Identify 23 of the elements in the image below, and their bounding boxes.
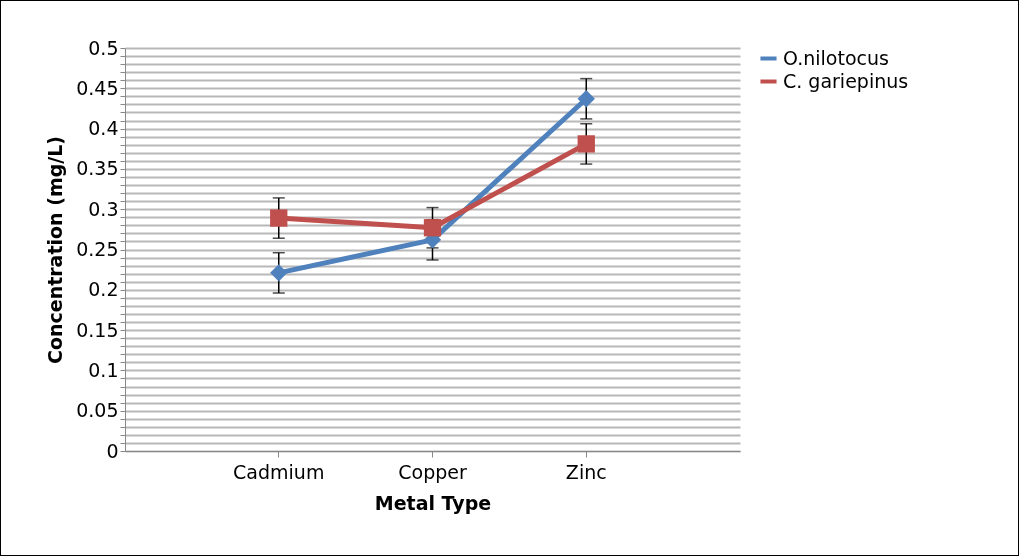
point	[577, 135, 595, 153]
x-axis-title: Metal Type	[374, 491, 492, 514]
x-tick-label: Cadmium	[233, 460, 325, 483]
x-tick-label: Copper	[398, 460, 467, 483]
y-tick-label: 0.05	[76, 399, 119, 422]
y-tick-label: 0.25	[76, 238, 119, 260]
legend-label: C. gariepinus	[783, 69, 909, 92]
y-tick-label: 0.45	[76, 76, 119, 99]
y-tick-label: 0.1	[88, 358, 119, 381]
point	[577, 90, 595, 108]
y-tick-label: 0.15	[76, 318, 119, 341]
legend-label: O.nilotocus	[783, 46, 889, 69]
y-tick-label: 0	[106, 439, 119, 462]
y-tick-label: 0.2	[88, 278, 119, 301]
y-tick-label: 0.3	[88, 197, 119, 220]
y-axis-title: Concentration (mg/L)	[44, 135, 67, 365]
x-tick-label: Zinc	[565, 460, 607, 483]
point	[423, 219, 442, 237]
point	[270, 209, 288, 227]
y-tick-label: 0.4	[88, 117, 119, 140]
y-tick-label: 0.35	[76, 157, 119, 180]
point	[270, 264, 288, 282]
y-tick-label: 0.5	[88, 36, 119, 59]
